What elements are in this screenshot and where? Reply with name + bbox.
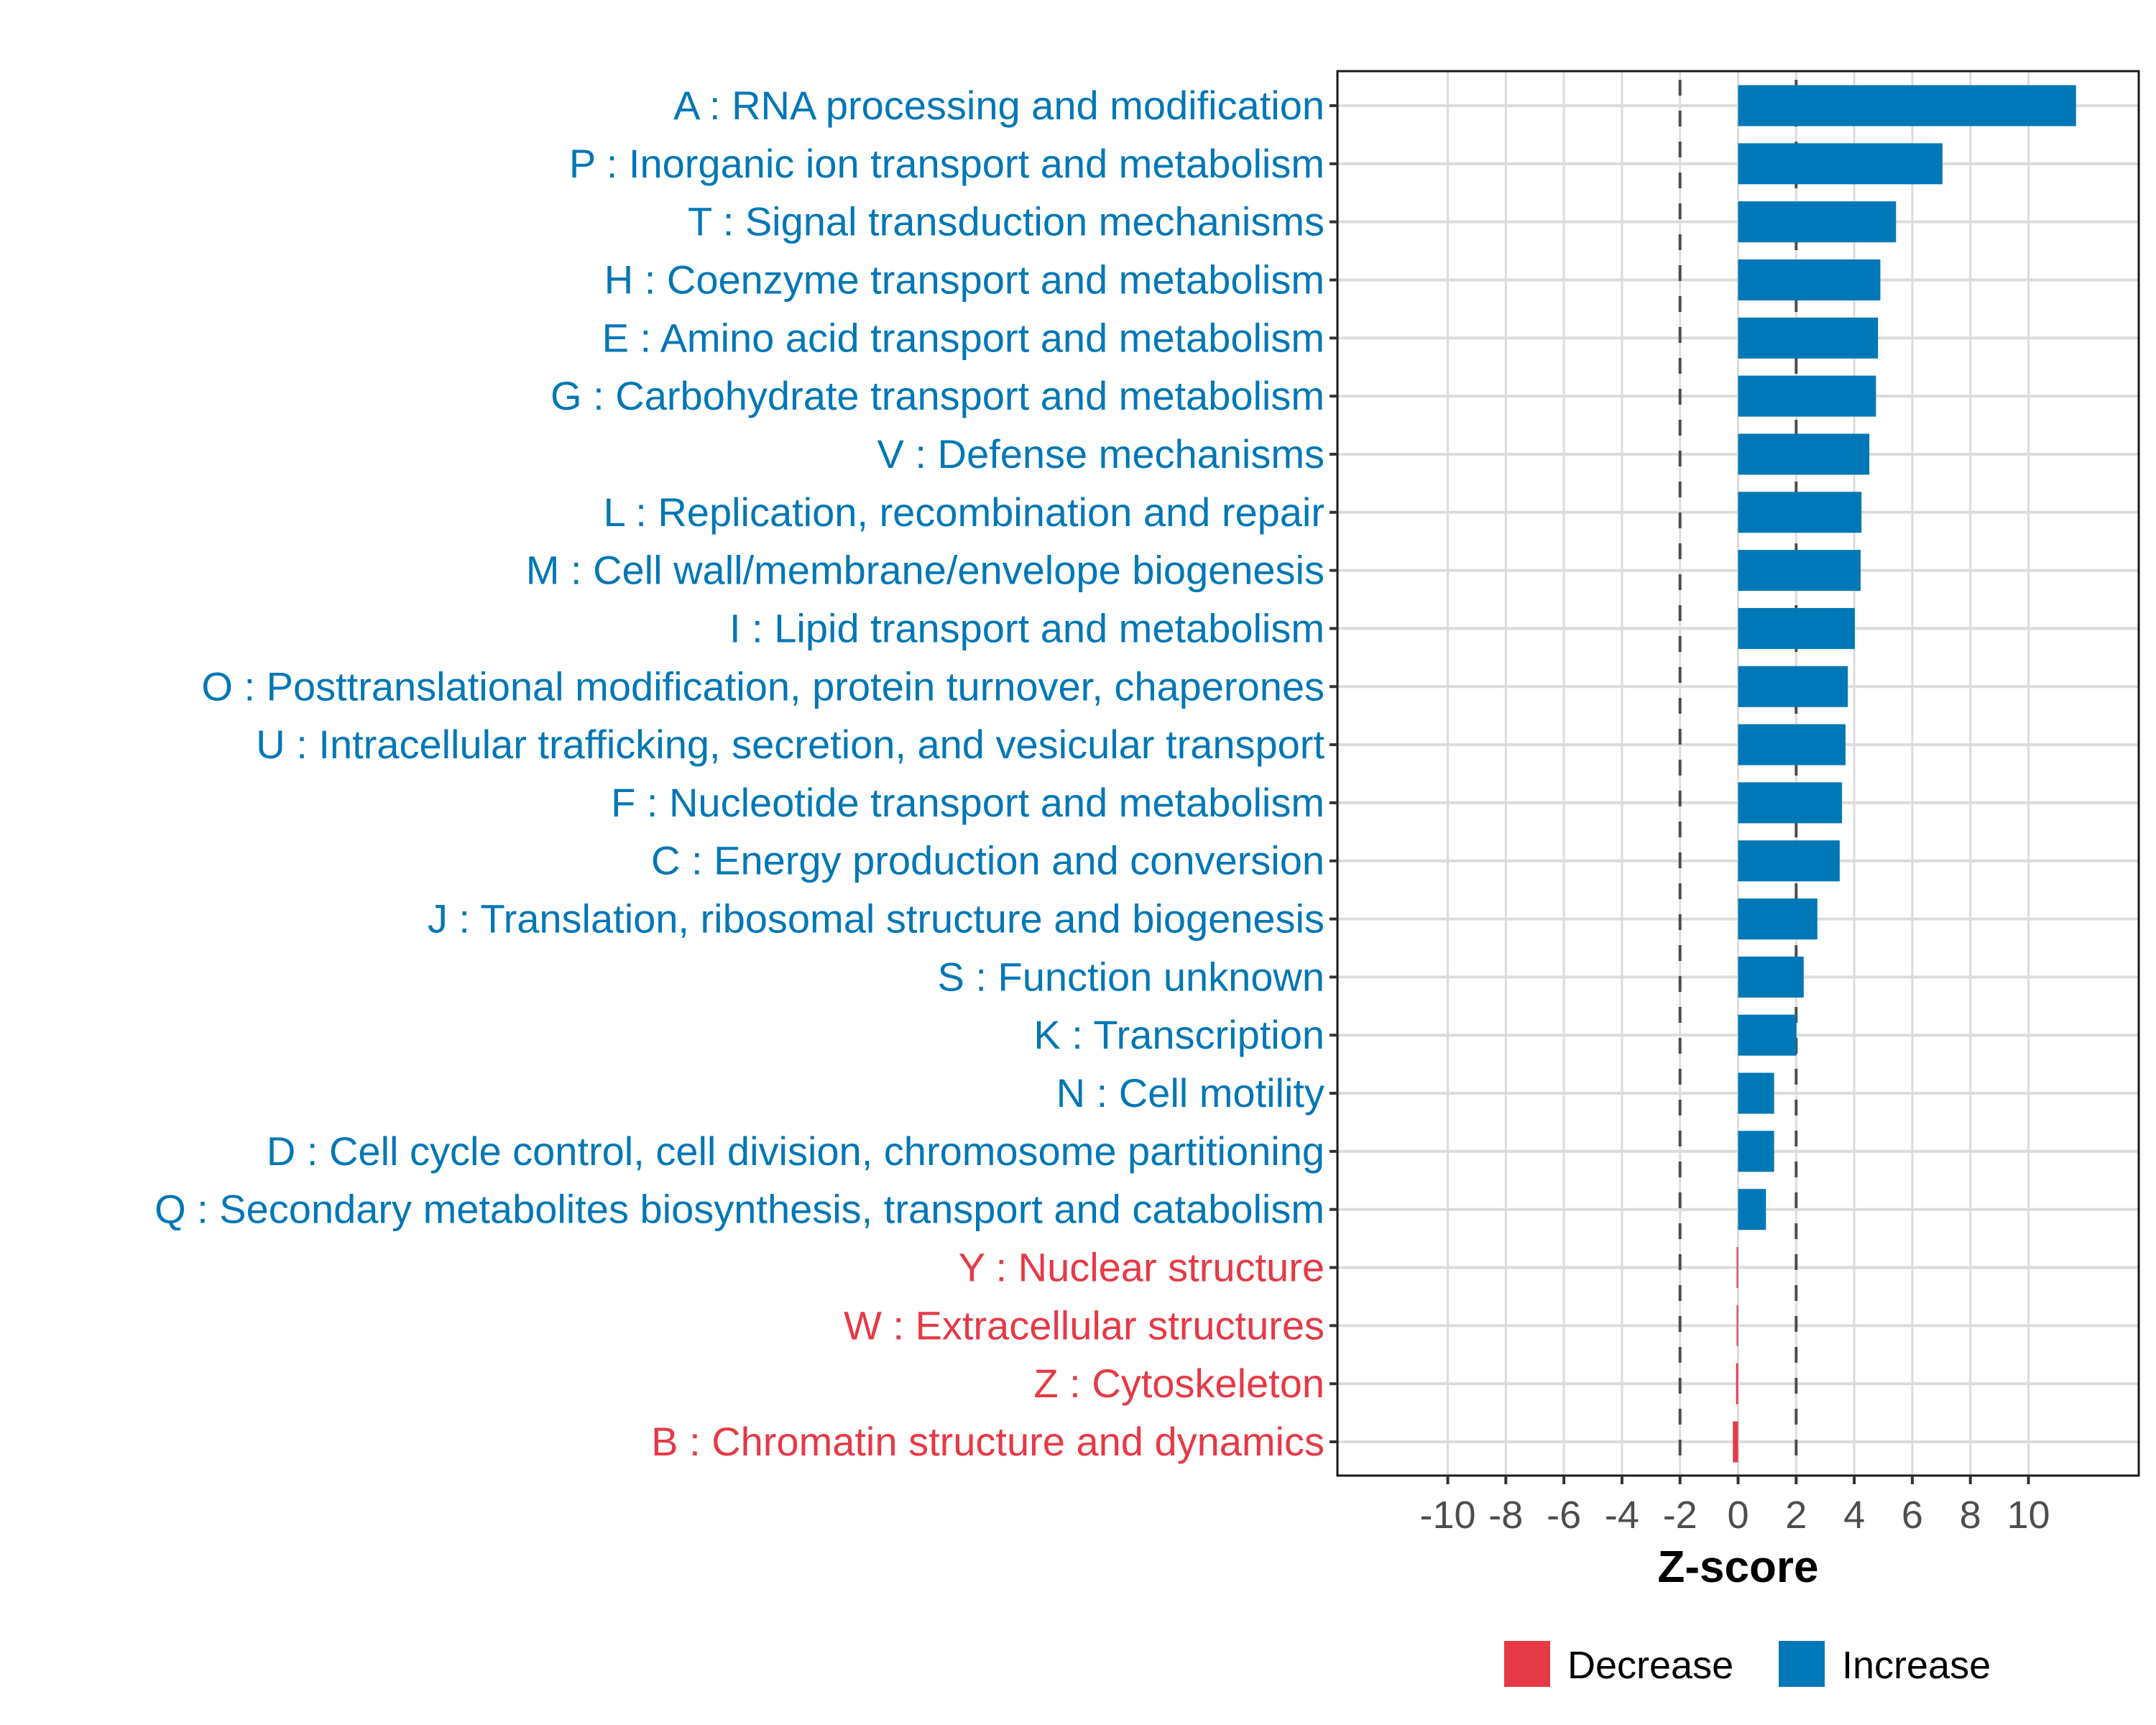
bar-g <box>1738 375 1876 417</box>
y-tick-label: E : Amino acid transport and metabolism <box>602 315 1325 360</box>
y-tick-label: S : Function unknown <box>937 954 1325 999</box>
y-tick-label: W : Extracellular structures <box>844 1302 1325 1348</box>
bar-m <box>1738 550 1861 592</box>
y-tick-label: B : Chromatin structure and dynamics <box>651 1419 1325 1464</box>
y-tick-label: G : Carbohydrate transport and metabolis… <box>550 373 1325 418</box>
legend: Decrease Increase <box>1504 1641 1991 1687</box>
bar-c <box>1738 840 1840 882</box>
y-axis-labels: A : RNA processing and modification P : I… <box>155 83 1325 1464</box>
bar-q <box>1738 1189 1766 1230</box>
bar-w <box>1736 1305 1738 1346</box>
bars <box>1733 85 2076 1463</box>
bar-f <box>1738 782 1843 824</box>
x-tick-label: -8 <box>1488 1494 1523 1537</box>
y-tick-label: A : RNA processing and modification <box>673 83 1325 128</box>
x-tick-label: 4 <box>1843 1494 1865 1537</box>
gridlines <box>1337 71 2139 1476</box>
bar-d <box>1738 1131 1774 1172</box>
y-axis-ticks <box>1330 104 1337 1443</box>
x-tick-label: 0 <box>1727 1494 1749 1537</box>
bar-i <box>1738 607 1855 649</box>
legend-label-increase: Increase <box>1842 1644 1991 1687</box>
bar-v <box>1738 433 1870 475</box>
y-tick-label: T : Signal transduction mechanisms <box>688 199 1325 244</box>
x-tick-label: 6 <box>1902 1494 1923 1537</box>
x-tick-label: -4 <box>1605 1494 1639 1537</box>
y-tick-label: L : Replication, recombination and repai… <box>604 489 1325 535</box>
reference-lines <box>1678 80 1798 1467</box>
bar-s <box>1738 956 1804 998</box>
bar-p <box>1738 143 1943 185</box>
bar-a <box>1738 85 2076 126</box>
bar-e <box>1738 317 1879 359</box>
x-tick-label: -10 <box>1419 1494 1475 1537</box>
x-tick-label: -6 <box>1547 1494 1581 1537</box>
bar-t <box>1738 201 1897 243</box>
legend-swatch-decrease <box>1504 1641 1550 1687</box>
y-tick-label: I : Lipid transport and metabolism <box>729 605 1325 650</box>
y-tick-label: J : Translation, ribosomal structure and… <box>428 896 1325 942</box>
y-tick-label: P : Inorganic ion transport and metaboli… <box>569 141 1325 186</box>
bar-u <box>1738 724 1846 765</box>
y-tick-label: N : Cell motility <box>1056 1070 1325 1116</box>
y-tick-label: V : Defense mechanisms <box>877 431 1325 477</box>
y-tick-label: Y : Nuclear structure <box>959 1245 1325 1290</box>
y-tick-label: M : Cell wall/membrane/envelope biogenes… <box>526 548 1325 593</box>
y-tick-label: O : Posttranslational modification, prot… <box>201 663 1325 709</box>
y-tick-label: H : Coenzyme transport and metabolism <box>604 257 1325 302</box>
legend-label-decrease: Decrease <box>1567 1644 1733 1687</box>
y-tick-label: U : Intracellular trafficking, secretion… <box>256 722 1325 767</box>
x-axis-ticks: -10 -8 -6 -4 -2 0 2 4 6 8 10 <box>1419 1476 2050 1537</box>
bar-n <box>1738 1072 1774 1114</box>
bar-b <box>1733 1421 1738 1463</box>
y-tick-label: K : Transcription <box>1033 1012 1325 1057</box>
legend-swatch-increase <box>1779 1641 1825 1687</box>
bar-j <box>1738 898 1818 940</box>
y-tick-label: F : Nucleotide transport and metabolism <box>611 780 1325 825</box>
bar-o <box>1738 666 1848 707</box>
bar-y <box>1736 1247 1738 1289</box>
bar-k <box>1738 1014 1797 1056</box>
x-tick-label: 8 <box>1960 1494 1981 1537</box>
y-tick-label: Z : Cytoskeleton <box>1033 1361 1325 1406</box>
y-tick-label: D : Cell cycle control, cell division, c… <box>267 1128 1325 1174</box>
x-axis-title: Z-score <box>1658 1542 1819 1592</box>
bar-l <box>1738 492 1862 533</box>
bar-h <box>1738 259 1881 300</box>
x-tick-label: 10 <box>2007 1494 2050 1537</box>
x-tick-label: 2 <box>1785 1494 1807 1537</box>
y-tick-label: C : Energy production and conversion <box>651 838 1325 883</box>
x-tick-label: -2 <box>1663 1494 1697 1537</box>
bar-z <box>1736 1363 1738 1404</box>
y-tick-label: Q : Secondary metabolites biosynthesis, … <box>155 1187 1325 1232</box>
